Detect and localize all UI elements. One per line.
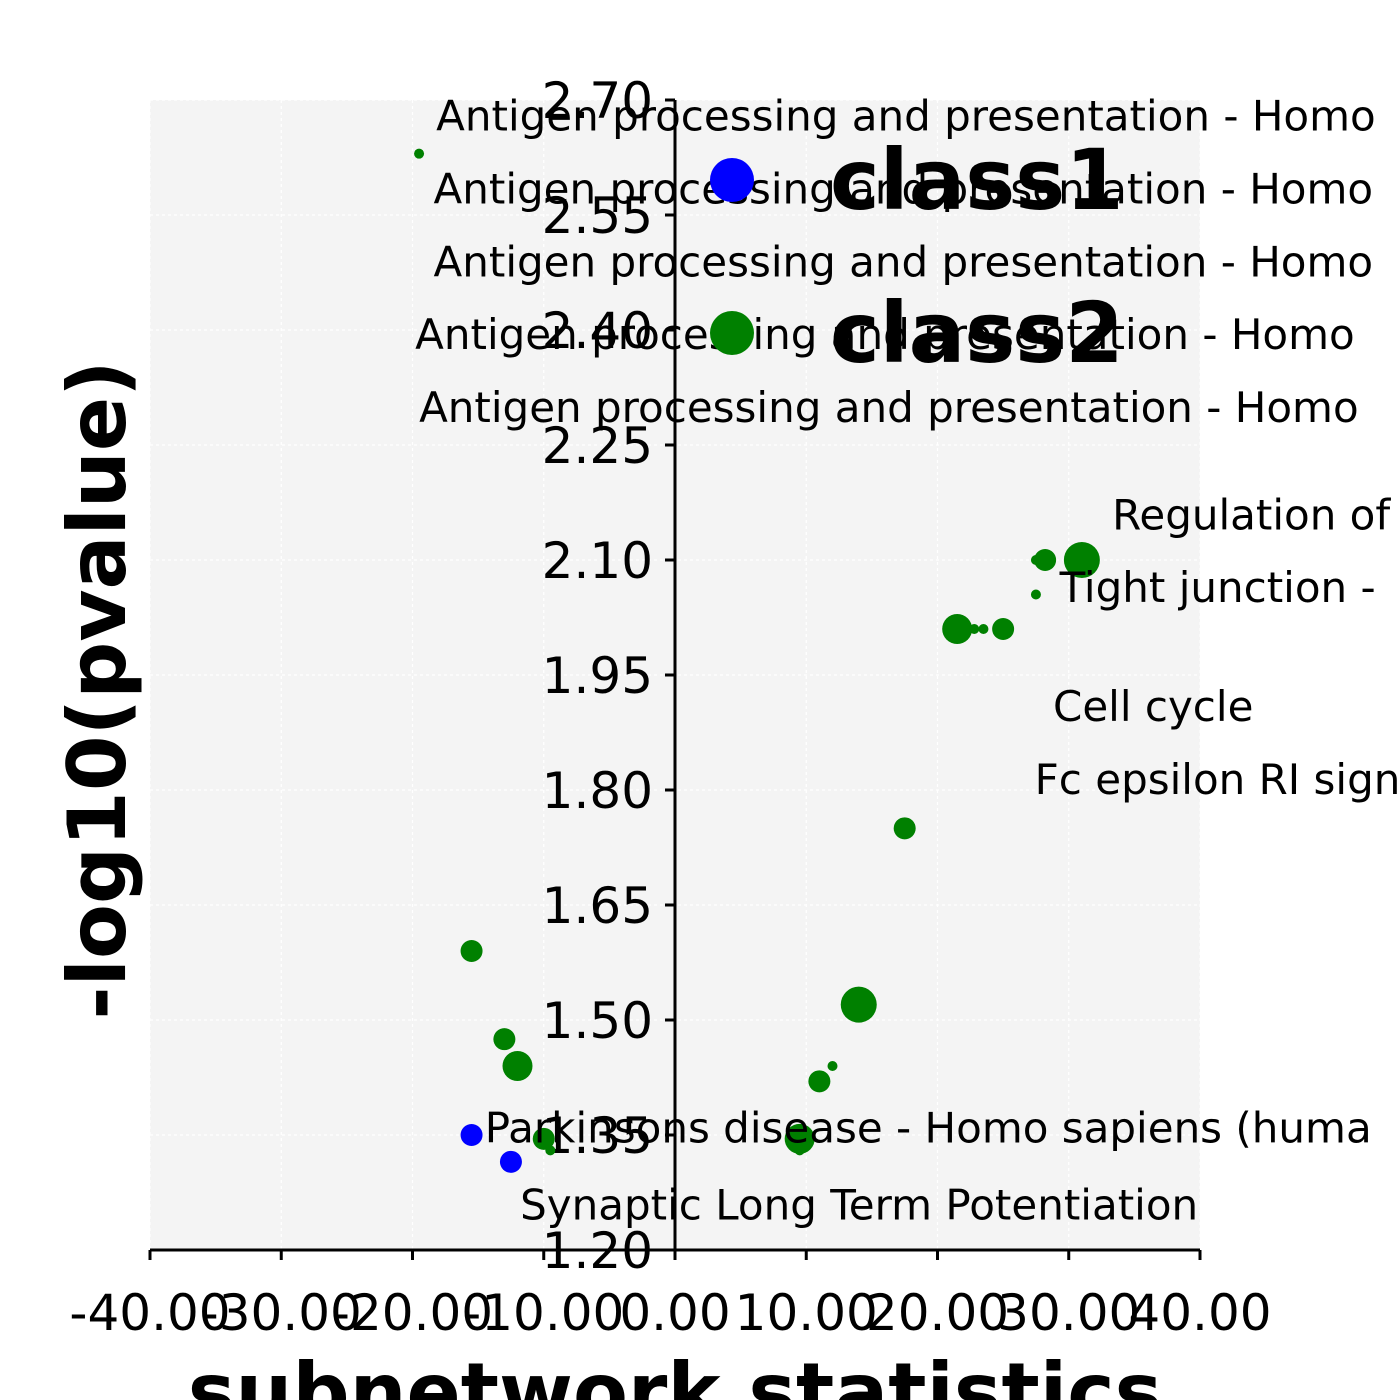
annotations: Antigen processing and presentation - Ho… — [415, 92, 1400, 1230]
x-tick-label: 30.00 — [997, 1284, 1140, 1342]
x-tick-label: 40.00 — [1128, 1284, 1271, 1342]
data-point-class2 — [840, 986, 877, 1023]
annotation-label: Antigen processing and presentation - Ho… — [436, 92, 1376, 141]
x-tick-label: -10.00 — [463, 1284, 624, 1342]
data-point-class1 — [460, 1124, 483, 1146]
y-tick-label: 1.50 — [542, 992, 653, 1050]
data-point-class2 — [942, 614, 973, 644]
data-point-class2 — [992, 618, 1015, 640]
data-point-class2 — [493, 1028, 516, 1051]
data-point-class2 — [808, 1070, 831, 1093]
annotation-label: Antigen processing and presentation - Ho… — [434, 165, 1374, 214]
data-point-class2 — [784, 1123, 815, 1154]
y-axis-title: -log10(pvalue) — [51, 360, 144, 1019]
x-tick-label: -30.00 — [201, 1284, 362, 1342]
x-tick-label: 0.00 — [619, 1284, 730, 1342]
annotation-label: Synaptic Long Term Potentiation — [520, 1180, 1198, 1229]
data-points — [414, 148, 1100, 1173]
x-tick-label: 10.00 — [735, 1284, 878, 1342]
y-tick-label: 2.55 — [542, 187, 653, 245]
data-point-class2 — [893, 817, 916, 840]
annotation-label: Antigen processing and presentation - Ho… — [415, 310, 1355, 359]
x-tick-label: -40.00 — [69, 1284, 230, 1342]
legend-marker-class1 — [710, 158, 754, 202]
y-tick-label: 1.20 — [542, 1222, 653, 1280]
y-tick-label: 1.80 — [542, 762, 653, 820]
x-axis-title: subnetwork statistics — [188, 1346, 1163, 1400]
data-point-class2 — [545, 1145, 556, 1156]
data-point-class2 — [502, 1051, 533, 1081]
legend-label-class2: class2 — [830, 284, 1124, 382]
legend: class1 class2 — [710, 131, 1124, 382]
data-point-class1 — [499, 1150, 522, 1173]
legend-marker-class2 — [710, 311, 754, 355]
data-point-class2 — [1063, 542, 1100, 578]
data-point-class2 — [414, 148, 425, 159]
x-tick-label: 20.00 — [866, 1284, 1009, 1342]
x-tick-label: -20.00 — [332, 1284, 493, 1342]
annotation-label: Tight junction - — [1059, 563, 1376, 612]
y-tick-label: 1.65 — [542, 877, 653, 935]
data-point-class2 — [978, 624, 989, 634]
y-tick-label: 2.10 — [542, 532, 653, 590]
annotation-label: Cell cycle — [1053, 682, 1253, 731]
y-tick-label: 2.40 — [542, 302, 653, 360]
y-tick-label: 1.95 — [542, 647, 653, 705]
data-point-class2 — [969, 624, 980, 634]
annotation-label: Antigen processing and presentation - Ho… — [434, 237, 1374, 286]
annotation-label: Regulation of — [1112, 490, 1391, 539]
data-point-class2 — [532, 1127, 555, 1150]
tick-labels: -40.00-30.00-20.00-10.000.00 10.0020.0030… — [69, 72, 1271, 1342]
legend-label-class1: class1 — [830, 131, 1124, 229]
annotation-label: Antigen processing and presentation - Ho… — [419, 383, 1359, 432]
annotation-label: Parkinsons disease - Homo sapiens (huma — [485, 1104, 1372, 1153]
data-point-class2 — [460, 940, 483, 962]
y-tick-label: 2.25 — [542, 417, 653, 475]
y-tick-label: 1.35 — [542, 1107, 653, 1165]
y-tick-label: 2.70 — [542, 72, 653, 130]
data-point-class2 — [827, 1061, 838, 1071]
data-point-class2 — [1030, 589, 1041, 600]
data-point-class2 — [1034, 549, 1057, 571]
annotation-label: Fc epsilon RI sign — [1035, 755, 1400, 804]
axes — [148, 98, 1202, 1260]
